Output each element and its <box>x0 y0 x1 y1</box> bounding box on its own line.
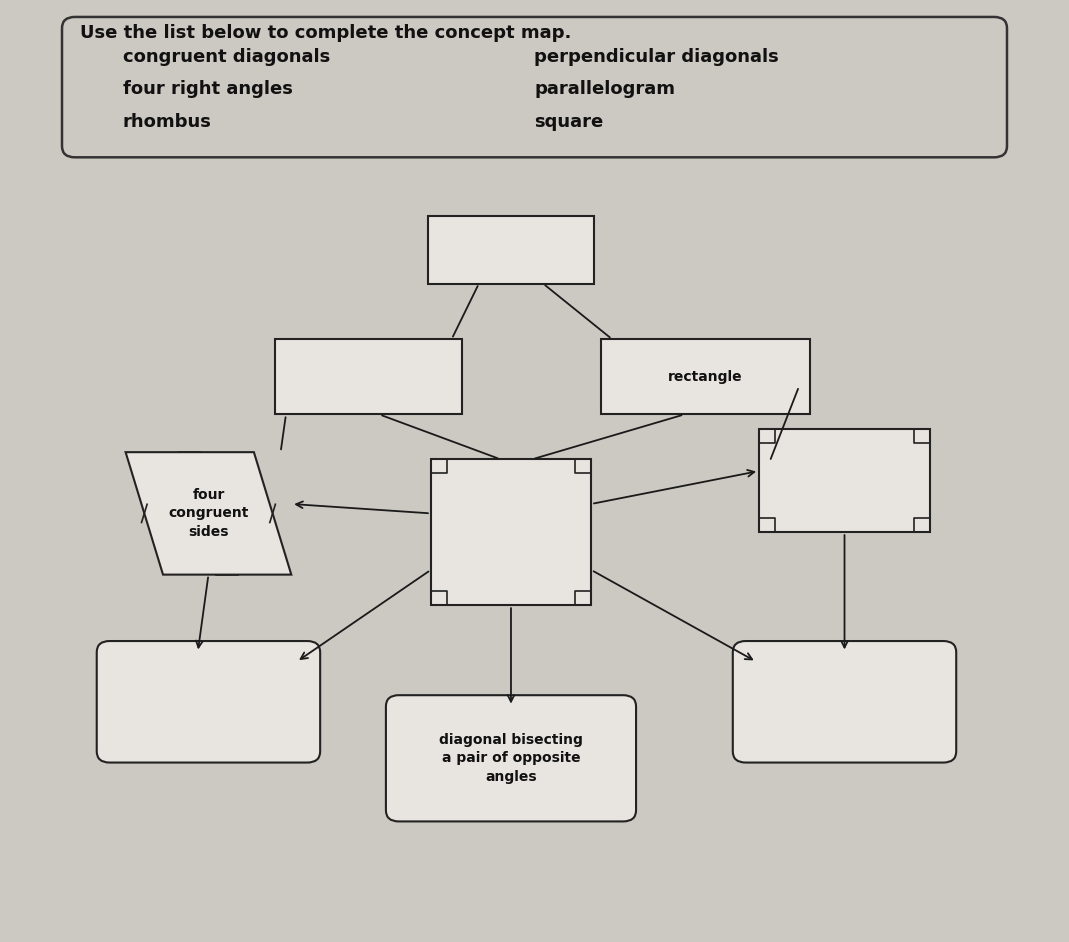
Text: four
congruent
sides: four congruent sides <box>168 488 249 539</box>
FancyBboxPatch shape <box>386 695 636 821</box>
FancyBboxPatch shape <box>62 17 1007 157</box>
Text: perpendicular diagonals: perpendicular diagonals <box>534 47 779 66</box>
Text: Use the list below to complete the concept map.: Use the list below to complete the conce… <box>80 24 572 41</box>
Text: congruent diagonals: congruent diagonals <box>123 47 330 66</box>
Text: rectangle: rectangle <box>668 370 743 383</box>
Bar <box>428 216 594 284</box>
Bar <box>431 460 591 606</box>
Polygon shape <box>126 452 291 575</box>
FancyBboxPatch shape <box>97 641 321 763</box>
Bar <box>759 429 930 532</box>
Text: square: square <box>534 113 604 132</box>
Text: parallelogram: parallelogram <box>534 80 676 99</box>
Text: four right angles: four right angles <box>123 80 293 99</box>
Bar <box>275 339 462 414</box>
Bar <box>601 339 810 414</box>
Text: rhombus: rhombus <box>123 113 212 132</box>
Text: diagonal bisecting
a pair of opposite
angles: diagonal bisecting a pair of opposite an… <box>439 733 583 784</box>
FancyBboxPatch shape <box>733 641 957 763</box>
